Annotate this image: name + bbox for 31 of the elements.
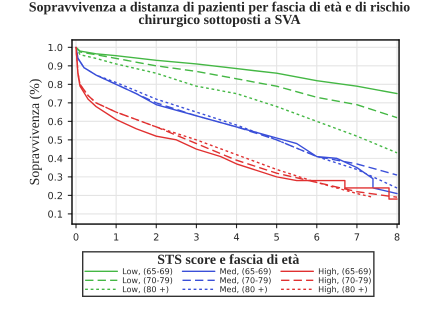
legend-label: Med, (80 +) <box>220 286 267 294</box>
y-tick-label: 0.9 <box>48 62 62 70</box>
legend-label: Med, (65-69) <box>220 268 271 276</box>
x-tick-label: 6 <box>314 233 320 241</box>
x-tick-label: 2 <box>154 233 158 240</box>
y-tick-label: 0.2 <box>48 192 62 200</box>
y-tick-label: 0.1 <box>48 210 62 218</box>
y-tick-label: 0.8 <box>48 80 62 88</box>
y-tick-label: 0.5 <box>48 136 62 144</box>
legend-label: Low, (80 +) <box>122 286 168 294</box>
legend-label: High, (65-69) <box>318 268 371 276</box>
y-tick-label: 0.7 <box>48 99 62 107</box>
y-tick-label: 0.6 <box>48 118 62 126</box>
x-tick-label: 8 <box>394 233 400 241</box>
y-axis-title: Sopravvivenza (%) <box>29 79 42 184</box>
x-tick-label: 5 <box>274 233 279 241</box>
legend-label: Med, (70-79) <box>220 277 271 284</box>
chart-title: Sopravvivenza a distanza di pazienti per fascia di età e di rischio chirurgico sottoposti a SVA <box>30 2 410 28</box>
legend-label: High, (80 +) <box>318 286 367 294</box>
x-tick-label: 3 <box>194 233 199 241</box>
x-tick-label: 1 <box>114 233 118 240</box>
x-tick-label: 7 <box>354 233 360 240</box>
y-tick-label: 0.4 <box>48 154 62 162</box>
x-tick-label: 0 <box>74 233 78 241</box>
x-tick-label: 4 <box>234 233 240 240</box>
legend-label: Low, (65-69) <box>122 268 172 276</box>
legend-label: High, (70-79) <box>318 277 371 285</box>
legend-title: STS score e fascia di età <box>158 254 300 264</box>
y-tick-label: 1.0 <box>48 44 62 52</box>
legend-label: Low, (70-79) <box>122 277 172 284</box>
y-tick-label: 0.3 <box>48 173 62 181</box>
